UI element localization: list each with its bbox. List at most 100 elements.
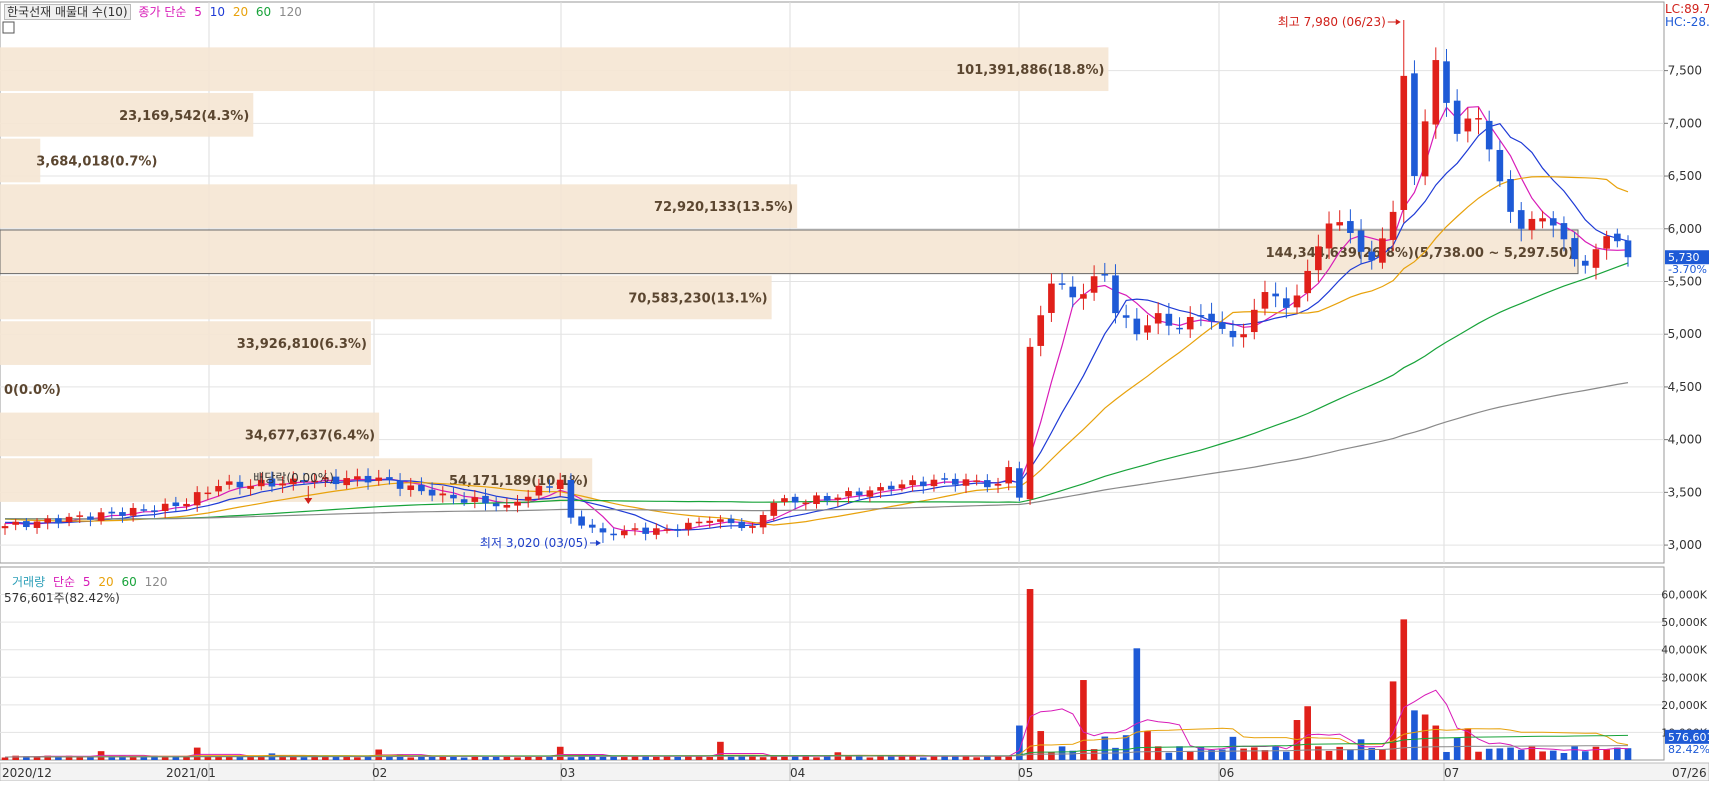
x-tick-label: 2020/12 (2, 766, 52, 780)
candle-body (674, 528, 682, 531)
candle-body (1208, 313, 1215, 322)
ma-period-20: 20 (232, 5, 249, 19)
volume-bar (546, 756, 553, 760)
candle-body (108, 511, 116, 514)
volume-bar (1229, 736, 1237, 760)
volume-bar (930, 755, 938, 760)
candle-body (866, 490, 874, 497)
y-tick-label: 4,000 (1668, 433, 1702, 447)
candle-body (1154, 313, 1162, 324)
candle-body (1400, 75, 1408, 210)
volume-bar (685, 755, 692, 760)
candle-body (1443, 61, 1450, 103)
candle-body (1026, 346, 1034, 500)
volume-profile-bar (0, 229, 1579, 275)
low-annotation: 최저 3,020 (03/05) (480, 536, 588, 550)
grid-toggle-icon (2, 21, 15, 34)
candle-body (311, 480, 318, 483)
candle-body (1016, 468, 1023, 498)
volume-bar (1304, 706, 1311, 760)
volume-bar (1475, 751, 1482, 760)
candle-body (973, 480, 980, 482)
candle-body (1304, 270, 1311, 294)
volume-bar (172, 755, 180, 760)
volume-bar (311, 755, 318, 760)
volume-bar (1101, 736, 1109, 760)
volume-bar (354, 757, 361, 760)
candle-body (1560, 223, 1568, 240)
candle-body (1133, 318, 1141, 335)
dividend-arrow-head (304, 498, 313, 504)
volume-bar (1325, 750, 1333, 760)
volume-bar (791, 756, 799, 760)
candle-body (12, 521, 19, 525)
candle-body (279, 483, 286, 486)
candle-body (1090, 276, 1098, 293)
candle-body (620, 530, 628, 536)
volume-bar (1048, 752, 1055, 760)
candle-body (1496, 149, 1504, 182)
candle-body (567, 479, 575, 518)
candle-body (1432, 60, 1440, 125)
candle-body (1186, 316, 1194, 330)
candle-body (343, 478, 350, 486)
candle-body (1507, 179, 1514, 212)
indicator-title[interactable]: 한국선재 매물대 수(10) (4, 4, 131, 20)
y-tick-label: 5,000 (1668, 327, 1702, 341)
volume-bar (1453, 737, 1461, 760)
high-annotation: 최고 7,980 (06/23) (1278, 15, 1386, 29)
volume-bar (770, 755, 778, 760)
candle-body (599, 528, 607, 533)
candle-body (1475, 118, 1482, 120)
volume-bar (631, 755, 639, 760)
candle-body (439, 493, 447, 496)
volume-bar (471, 755, 479, 760)
volume-bar (674, 756, 682, 760)
volume-title[interactable]: 거래량 (12, 575, 46, 589)
candle-body (1539, 218, 1546, 222)
volume-bar (87, 756, 94, 760)
candle-body (1336, 222, 1344, 226)
candle-body (450, 494, 457, 499)
volume-bar (898, 756, 906, 760)
candle-body (247, 485, 254, 489)
volume-bar (140, 756, 148, 760)
volume-bar (1186, 751, 1194, 760)
volume-bar (1614, 747, 1621, 760)
candle-body (653, 528, 660, 535)
volume-bar (717, 741, 724, 760)
candle-body (332, 476, 340, 485)
candle-body (1069, 286, 1077, 298)
volume-bar (161, 757, 169, 760)
volume-bar (706, 757, 714, 760)
volume-bar (1443, 751, 1450, 760)
candle-body (161, 503, 169, 511)
volume-bar (781, 756, 788, 760)
volume-bar (738, 756, 746, 760)
volume-bar (151, 755, 158, 760)
volume-tick-label: 40,000K (1661, 644, 1707, 657)
volume-bar (919, 757, 927, 760)
volume-bar (33, 756, 41, 760)
candle-body (1485, 120, 1493, 150)
candle-body (514, 501, 521, 506)
volume-bar (909, 755, 916, 760)
volume-tick-label: 50,000K (1661, 616, 1707, 629)
candle-body (215, 486, 222, 492)
current-price-change: -3.70% (1668, 263, 1707, 276)
volume-bar (1368, 748, 1376, 760)
candle-body (631, 528, 639, 530)
volume-tick-label: 30,000K (1661, 671, 1707, 684)
volume-bar (663, 755, 671, 760)
volume-profile-label: 70,583,230(13.1%) (628, 291, 767, 306)
volume-current-label: 576,601 (1668, 731, 1709, 744)
volume-bar (1336, 746, 1344, 760)
volume-bar (588, 756, 596, 760)
volume-bar (65, 755, 73, 760)
candle-body (791, 496, 799, 503)
candle-body (1614, 233, 1621, 242)
candle-body (76, 515, 84, 517)
candle-body (1048, 283, 1055, 313)
candle-body (375, 477, 383, 481)
candle-body (1218, 322, 1226, 329)
